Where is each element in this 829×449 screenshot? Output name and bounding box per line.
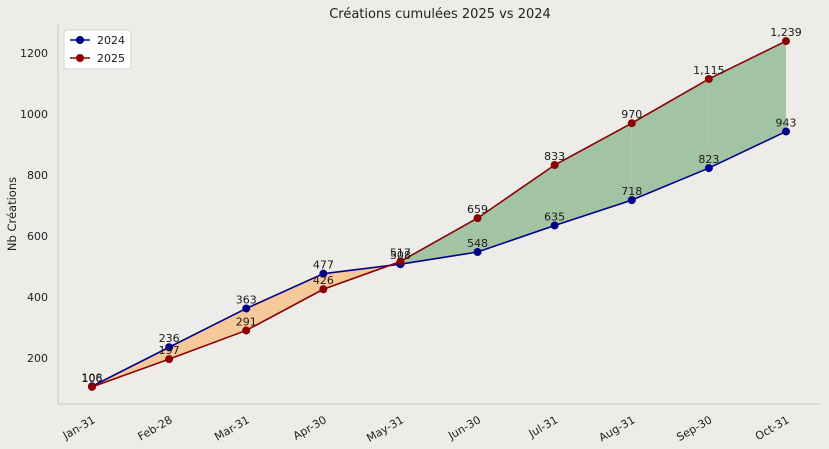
data-point-2025 — [396, 257, 405, 266]
chart-title: Créations cumulées 2025 vs 2024 — [329, 7, 551, 22]
x-tick-label: Jan-31 — [60, 413, 98, 442]
data-label-2024: 508 — [390, 249, 411, 262]
data-point-2024 — [319, 269, 328, 278]
x-tick-label: Oct-31 — [753, 413, 792, 443]
y-tick-label: 400 — [27, 291, 48, 304]
data-label-2025: 1,239 — [770, 26, 802, 39]
fill-segment — [477, 165, 555, 252]
fill-segment — [169, 308, 247, 360]
data-label-2025: 197 — [159, 344, 180, 357]
data-label-2024: 548 — [467, 237, 488, 250]
data-label-2025: 659 — [467, 203, 488, 216]
y-tick-label: 200 — [27, 352, 48, 365]
data-label-2024: 823 — [698, 153, 719, 166]
data-point-2024 — [782, 127, 790, 136]
data-point-2025 — [704, 74, 713, 83]
data-point-2024 — [704, 164, 713, 173]
data-label-2025: 106 — [82, 372, 103, 385]
fill-segment — [246, 273, 324, 331]
data-point-2024 — [242, 304, 251, 313]
legend-marker-2024 — [76, 36, 84, 44]
data-point-2025 — [319, 285, 328, 294]
data-label-2024: 236 — [159, 332, 180, 345]
legend-marker-2025 — [76, 54, 84, 62]
data-labels: 108 236 363 477 508 548 635 718 823 943 106 197 291 4… — [82, 26, 802, 385]
x-tick-label: Jun-30 — [445, 413, 483, 442]
y-tick-label: 1200 — [20, 47, 48, 60]
series-line-2024 — [91, 130, 787, 388]
data-label-2025: 291 — [236, 315, 257, 328]
fill-segment — [554, 123, 632, 226]
data-point-2025 — [88, 382, 96, 391]
y-tick-label: 800 — [27, 169, 48, 182]
series-line-2025 — [91, 40, 787, 388]
data-label-2025: 426 — [313, 274, 334, 287]
legend: 2024 2025 — [63, 29, 132, 70]
data-label-2024: 943 — [776, 116, 797, 129]
data-label-2025: 517 — [390, 246, 411, 259]
legend-label-2025: 2025 — [97, 52, 125, 65]
data-label-2024: 718 — [621, 185, 642, 198]
y-tick-label: 1000 — [20, 108, 48, 121]
data-label-2024: 363 — [236, 293, 257, 306]
y-tick-label: 600 — [27, 230, 48, 243]
data-point-2025 — [782, 37, 790, 46]
data-label-2025: 1,115 — [693, 64, 725, 77]
data-point-2024 — [473, 248, 482, 256]
fill-segment — [708, 41, 786, 169]
x-tick-label: Sep-30 — [674, 413, 714, 444]
difference-fills — [92, 41, 786, 387]
x-tick-label: Aug-31 — [597, 413, 638, 444]
y-axis-label: Nb Créations — [5, 177, 19, 251]
data-point-2025 — [165, 355, 174, 364]
x-tick-label: Jul-31 — [526, 413, 560, 440]
data-point-2024 — [165, 343, 174, 352]
fill-segment — [631, 78, 709, 201]
data-label-2024: 477 — [313, 259, 334, 272]
x-tick-label: May-31 — [364, 413, 406, 445]
data-label-2024: 635 — [544, 210, 565, 223]
data-point-2025 — [242, 326, 251, 335]
x-tick-label: Apr-30 — [291, 413, 329, 442]
data-point-2025 — [627, 119, 636, 128]
x-tick-label: Mar-31 — [212, 413, 251, 443]
data-point-2025 — [550, 161, 559, 170]
data-point-2024 — [627, 196, 636, 205]
x-tick-label: Feb-28 — [136, 413, 175, 443]
data-label-2025: 970 — [621, 108, 642, 121]
data-point-2024 — [550, 221, 559, 230]
data-label-2025: 833 — [544, 150, 565, 163]
data-point-2025 — [473, 214, 482, 223]
legend-label-2024: 2024 — [97, 34, 125, 47]
series-lines — [88, 37, 790, 391]
data-label-2024: 108 — [82, 371, 103, 384]
